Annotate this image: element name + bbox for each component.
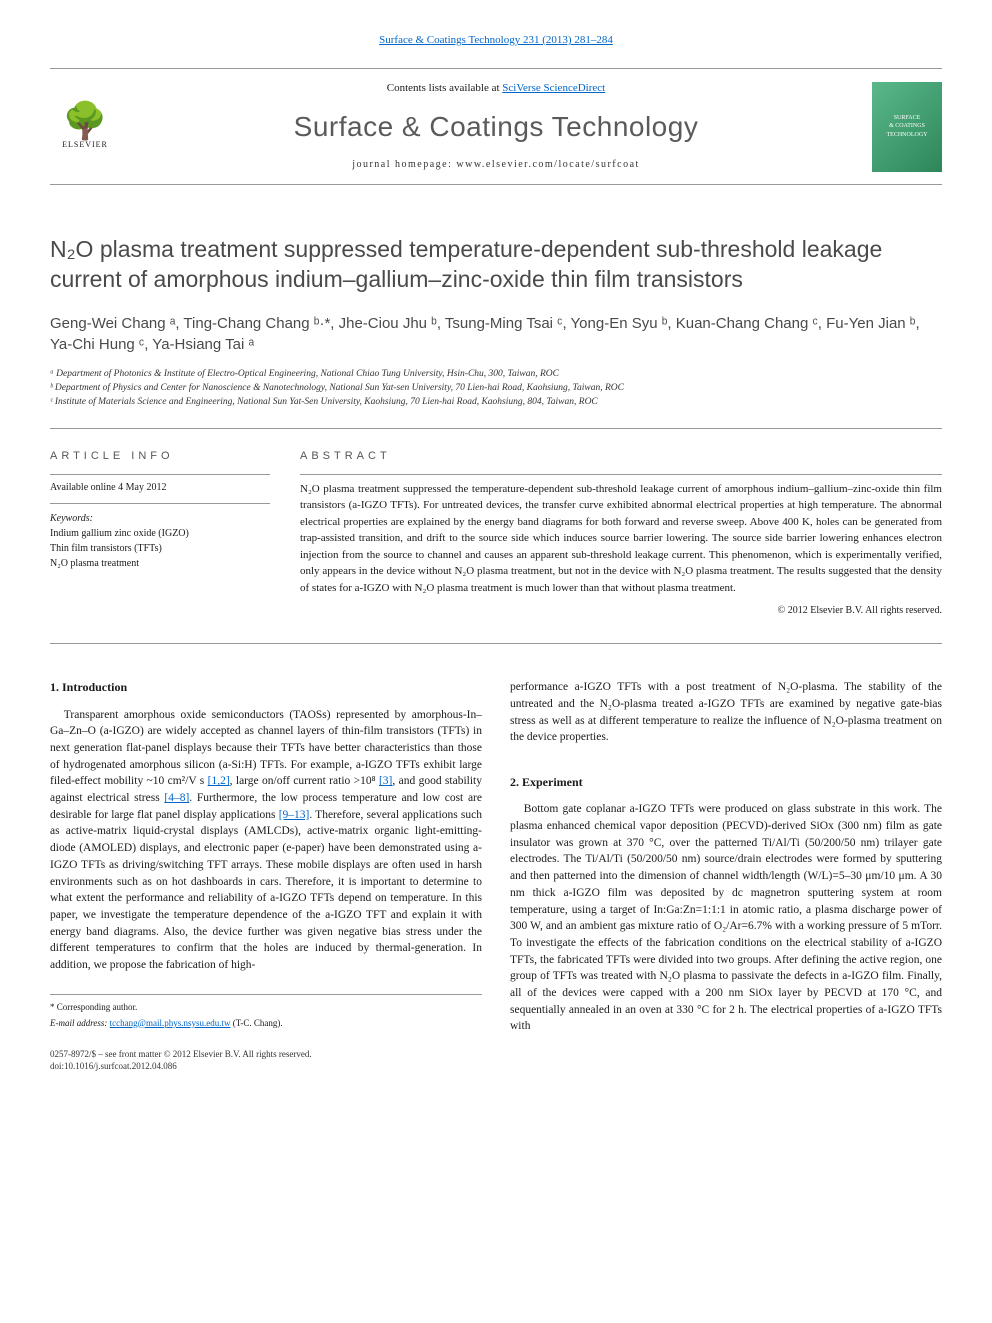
keyword: Thin film transistors (TFTs) (50, 541, 270, 556)
ref-link-1-2[interactable]: [1,2] (208, 775, 230, 787)
corresponding-author-note: * Corresponding author. E-mail address: … (50, 994, 482, 1030)
issn-line: 0257-8972/$ – see front matter © 2012 El… (50, 1048, 482, 1061)
journal-citation-link[interactable]: Surface & Coatings Technology 231 (2013)… (379, 34, 613, 46)
abstract-block: ABSTRACT N₂O plasma treatment suppressed… (300, 449, 942, 619)
abstract-header: ABSTRACT (300, 449, 942, 464)
intro-continuation: performance a-IGZO TFTs with a post trea… (510, 679, 942, 746)
elsevier-logo: 🌳 ELSEVIER (50, 89, 120, 164)
contents-prefix: Contents lists available at (387, 82, 502, 94)
page-footer: 0257-8972/$ – see front matter © 2012 El… (50, 1048, 482, 1073)
journal-title: Surface & Coatings Technology (120, 107, 872, 146)
journal-masthead: 🌳 ELSEVIER Contents lists available at S… (50, 68, 942, 185)
elsevier-wordmark: ELSEVIER (62, 139, 108, 150)
experiment-paragraph: Bottom gate coplanar a-IGZO TFTs were pr… (510, 801, 942, 1034)
affiliation-b: ᵇ Department of Physics and Center for N… (50, 381, 942, 395)
ref-link-9-13[interactable]: [9–13] (279, 809, 310, 821)
keywords-list: Indium gallium zinc oxide (IGZO) Thin fi… (50, 526, 270, 571)
contents-lists: Contents lists available at SciVerse Sci… (120, 81, 872, 96)
section-2-heading: 2. Experiment (510, 774, 942, 791)
intro-text: . Therefore, several applications such a… (50, 809, 482, 971)
corresponding-email-link[interactable]: tcchang@mail.phys.nsysu.edu.tw (110, 1018, 231, 1028)
article-info-block: ARTICLE INFO Available online 4 May 2012… (50, 449, 270, 619)
cover-line3: TECHNOLOGY (887, 131, 928, 139)
article-history: Available online 4 May 2012 (50, 481, 270, 495)
email-suffix: (T-C. Chang). (230, 1018, 282, 1028)
keyword: Indium gallium zinc oxide (IGZO) (50, 526, 270, 541)
intro-paragraph: Transparent amorphous oxide semiconducto… (50, 707, 482, 974)
sciencedirect-link[interactable]: SciVerse ScienceDirect (502, 82, 605, 94)
ref-link-3[interactable]: [3] (379, 775, 392, 787)
corresponding-label: * Corresponding author. (50, 1001, 482, 1014)
section-1-heading: 1. Introduction (50, 679, 482, 696)
cover-line2: & COATINGS (889, 122, 925, 130)
body-two-column: 1. Introduction Transparent amorphous ox… (50, 679, 942, 1072)
intro-text: , large on/off current ratio >10⁸ (230, 775, 379, 787)
abstract-text: N₂O plasma treatment suppressed the temp… (300, 481, 942, 597)
cover-line1: SURFACE (894, 114, 921, 122)
keyword: N₂O plasma treatment (50, 556, 270, 571)
ref-link-4-8[interactable]: [4–8] (164, 792, 189, 804)
keywords-label: Keywords: (50, 512, 270, 526)
email-label: E-mail address: (50, 1018, 110, 1028)
tree-icon: 🌳 (63, 103, 108, 139)
author-list: Geng-Wei Chang ᵃ, Ting-Chang Chang ᵇ·*, … (50, 313, 942, 355)
affiliation-c: ᶜ Institute of Materials Science and Eng… (50, 395, 942, 409)
affiliation-a: ᵃ Department of Photonics & Institute of… (50, 367, 942, 381)
article-info-header: ARTICLE INFO (50, 449, 270, 464)
journal-homepage: journal homepage: www.elsevier.com/locat… (120, 158, 872, 172)
doi-line: doi:10.1016/j.surfcoat.2012.04.086 (50, 1060, 482, 1073)
abstract-copyright: © 2012 Elsevier B.V. All rights reserved… (300, 604, 942, 618)
right-column: performance a-IGZO TFTs with a post trea… (510, 679, 942, 1072)
left-column: 1. Introduction Transparent amorphous ox… (50, 679, 482, 1072)
article-title: N₂O plasma treatment suppressed temperat… (50, 235, 942, 295)
affiliations: ᵃ Department of Photonics & Institute of… (50, 367, 942, 429)
journal-cover-thumbnail: SURFACE & COATINGS TECHNOLOGY (872, 82, 942, 172)
